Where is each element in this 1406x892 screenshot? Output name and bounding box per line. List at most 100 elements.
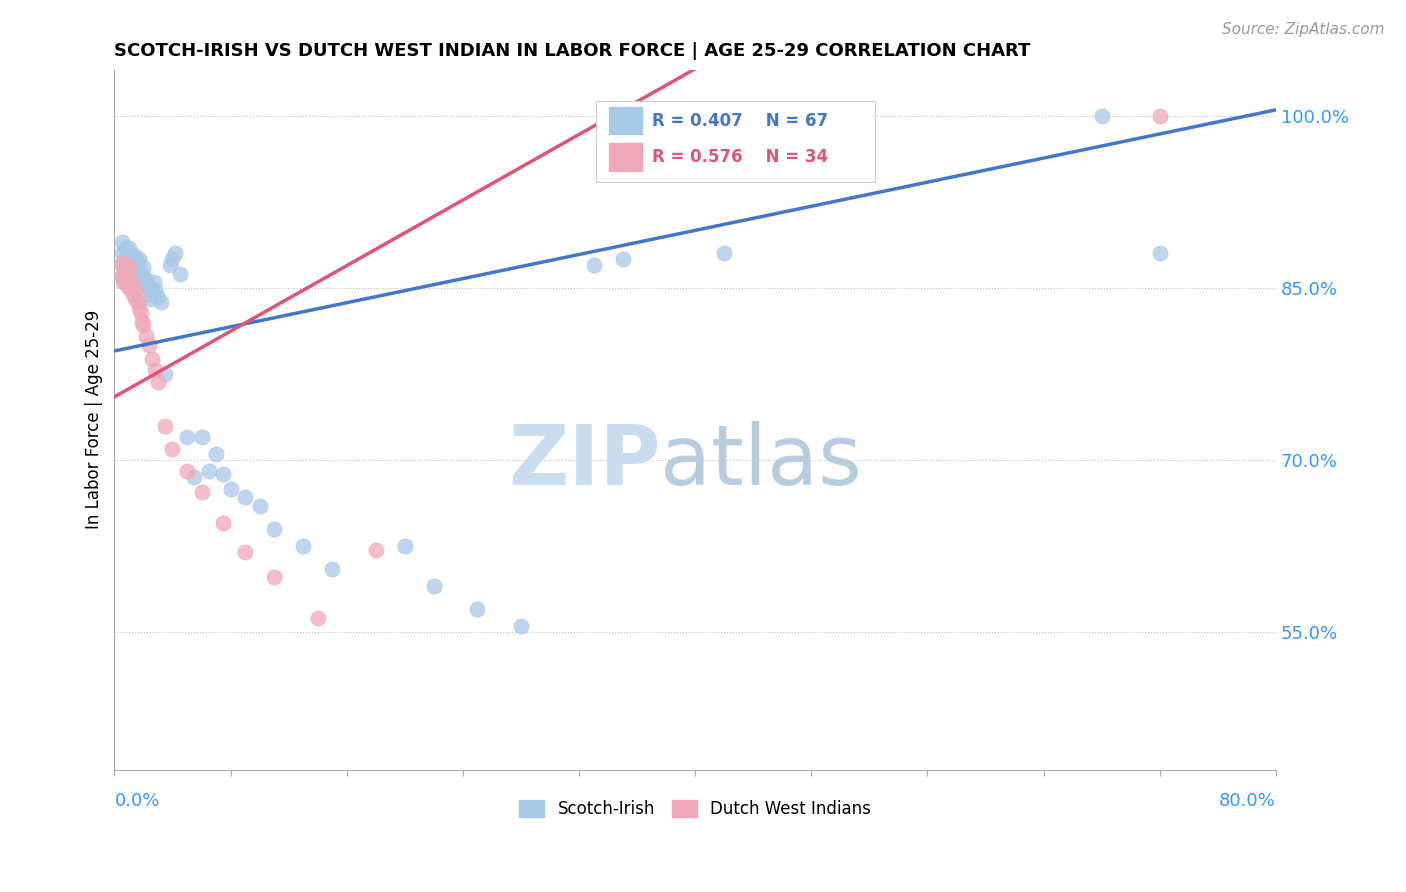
Text: atlas: atlas: [661, 421, 862, 502]
Point: [321, 562, 343, 576]
Point: [132, 269, 155, 284]
Point: [146, 375, 169, 389]
Point: [136, 286, 159, 301]
Point: [131, 315, 153, 329]
Point: [115, 263, 138, 277]
Point: [212, 467, 235, 481]
Legend: Scotch-Irish, Dutch West Indians: Scotch-Irish, Dutch West Indians: [513, 793, 877, 825]
Point: [141, 283, 163, 297]
Point: [713, 246, 735, 260]
Point: [118, 263, 141, 277]
Point: [135, 329, 157, 343]
Point: [124, 293, 146, 307]
Text: R = 0.576    N = 34: R = 0.576 N = 34: [652, 148, 828, 166]
Point: [122, 275, 145, 289]
Point: [118, 281, 141, 295]
Point: [132, 318, 155, 332]
Point: [263, 522, 285, 536]
Point: [197, 465, 219, 479]
Point: [115, 241, 138, 255]
Point: [120, 255, 142, 269]
Point: [127, 294, 149, 309]
Point: [118, 252, 141, 266]
Point: [176, 465, 198, 479]
Point: [128, 269, 150, 284]
Point: [125, 283, 148, 297]
Point: [138, 338, 160, 352]
Point: [149, 294, 172, 309]
Point: [124, 269, 146, 284]
Point: [122, 286, 145, 301]
Point: [155, 418, 177, 433]
Point: [120, 271, 142, 285]
Point: [176, 430, 198, 444]
Point: [129, 306, 152, 320]
Point: [155, 367, 177, 381]
Point: [114, 275, 136, 289]
Point: [115, 271, 138, 285]
Point: [162, 442, 184, 456]
Point: [111, 269, 134, 284]
Point: [190, 485, 212, 500]
Point: [1149, 109, 1171, 123]
Point: [143, 283, 166, 297]
Point: [292, 539, 315, 553]
Point: [467, 602, 489, 616]
Point: [146, 290, 169, 304]
Point: [131, 275, 153, 289]
Point: [135, 271, 157, 285]
Bar: [607, 143, 643, 172]
Text: SCOTCH-IRISH VS DUTCH WEST INDIAN IN LABOR FORCE | AGE 25-29 CORRELATION CHART: SCOTCH-IRISH VS DUTCH WEST INDIAN IN LAB…: [114, 42, 1031, 60]
Point: [138, 281, 160, 295]
Point: [423, 579, 446, 593]
Text: Source: ZipAtlas.com: Source: ZipAtlas.com: [1222, 22, 1385, 37]
Point: [263, 570, 285, 584]
Point: [129, 267, 152, 281]
Point: [233, 545, 256, 559]
Point: [128, 301, 150, 316]
Point: [141, 351, 163, 366]
Point: [118, 281, 141, 295]
Point: [111, 269, 134, 284]
Point: [114, 252, 136, 266]
Point: [128, 252, 150, 266]
Point: [219, 482, 242, 496]
Point: [111, 235, 134, 249]
Point: [132, 260, 155, 274]
Point: [205, 447, 228, 461]
Point: [117, 269, 139, 284]
Point: [394, 539, 416, 553]
Point: [364, 542, 387, 557]
Point: [111, 255, 134, 269]
Point: [159, 258, 181, 272]
Point: [125, 258, 148, 272]
Point: [111, 246, 134, 260]
FancyBboxPatch shape: [596, 101, 875, 182]
Point: [183, 470, 205, 484]
Point: [162, 252, 184, 266]
Point: [124, 249, 146, 263]
Point: [165, 246, 187, 260]
Point: [122, 260, 145, 274]
Point: [121, 267, 143, 281]
Point: [121, 249, 143, 263]
Point: [1091, 109, 1114, 123]
Text: 0.0%: 0.0%: [114, 792, 160, 810]
Point: [125, 271, 148, 285]
Point: [114, 263, 136, 277]
Point: [190, 430, 212, 444]
Point: [143, 363, 166, 377]
Point: [307, 611, 329, 625]
Point: [249, 499, 271, 513]
Point: [120, 271, 142, 285]
Point: [582, 258, 605, 272]
Point: [142, 275, 165, 289]
Point: [117, 267, 139, 281]
Point: [118, 241, 141, 255]
Point: [612, 252, 634, 266]
Point: [112, 275, 135, 289]
Point: [233, 490, 256, 504]
Text: R = 0.407    N = 67: R = 0.407 N = 67: [652, 112, 828, 129]
Point: [115, 258, 138, 272]
Text: 80.0%: 80.0%: [1219, 792, 1277, 810]
